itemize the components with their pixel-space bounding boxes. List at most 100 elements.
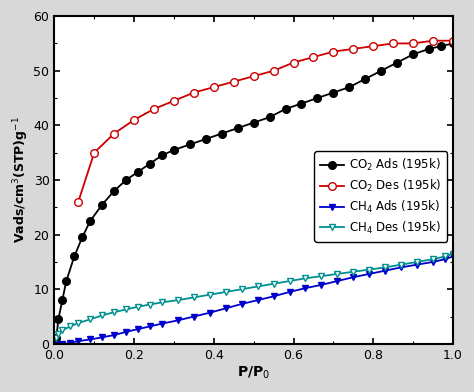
CO$_2$ Ads (195k) [267, 115, 273, 120]
CH$_4$ Des (195k) [287, 279, 292, 283]
CH$_4$ Ads (195k) [398, 265, 404, 270]
CO$_2$ Ads (195k) [378, 68, 384, 73]
CH$_4$ Des (195k) [223, 290, 228, 294]
CO$_2$ Des (195k) [231, 79, 237, 84]
CO$_2$ Ads (195k) [171, 147, 177, 152]
CH$_4$ Ads (195k) [54, 344, 59, 349]
CO$_2$ Des (195k) [310, 55, 316, 60]
CO$_2$ Ads (195k) [315, 96, 320, 100]
CH$_4$ Des (195k) [100, 313, 105, 318]
CH$_4$ Ads (195k) [100, 335, 105, 339]
CH$_4$ Ads (195k) [59, 342, 65, 347]
CO$_2$ Ads (195k) [235, 126, 240, 131]
CO$_2$ Ads (195k) [80, 235, 85, 240]
CO$_2$ Ads (195k) [64, 279, 69, 283]
CO$_2$ Des (195k) [75, 200, 81, 204]
CH$_4$ Des (195k) [55, 332, 61, 336]
CO$_2$ Ads (195k) [135, 169, 141, 174]
CH$_4$ Des (195k) [191, 295, 197, 300]
CO$_2$ Ads (195k) [59, 298, 65, 303]
CO$_2$ Ads (195k) [394, 60, 400, 65]
CO$_2$ Ads (195k) [54, 336, 59, 341]
CO$_2$ Des (195k) [171, 98, 177, 103]
CH$_4$ Ads (195k) [302, 286, 308, 290]
CO$_2$ Ads (195k) [147, 161, 153, 166]
CO$_2$ Ads (195k) [72, 254, 77, 259]
CH$_4$ Ads (195k) [147, 324, 153, 329]
CH$_4$ Des (195k) [175, 298, 181, 303]
CO$_2$ Des (195k) [291, 60, 296, 65]
CH$_4$ Ads (195k) [335, 279, 340, 283]
CO$_2$ Ads (195k) [330, 90, 336, 95]
CH$_4$ Ads (195k) [75, 339, 81, 343]
CH$_4$ Ads (195k) [450, 254, 456, 259]
CH$_4$ Des (195k) [54, 336, 59, 341]
CH$_4$ Ads (195k) [430, 260, 436, 264]
CH$_4$ Des (195k) [430, 257, 436, 261]
CO$_2$ Ads (195k) [55, 317, 61, 321]
CH$_4$ Ads (195k) [414, 262, 420, 267]
Line: CH$_4$ Des (195k): CH$_4$ Des (195k) [53, 250, 456, 342]
CH$_4$ Ads (195k) [111, 333, 117, 338]
CH$_4$ Des (195k) [207, 292, 213, 297]
CH$_4$ Des (195k) [319, 274, 324, 278]
CO$_2$ Ads (195k) [363, 76, 368, 81]
CH$_4$ Des (195k) [383, 265, 388, 270]
CO$_2$ Ads (195k) [123, 178, 129, 182]
Y-axis label: Vads/cm$^3$(STP)g$^{-1}$: Vads/cm$^3$(STP)g$^{-1}$ [11, 116, 31, 243]
CH$_4$ Ads (195k) [287, 290, 292, 294]
CH$_4$ Ads (195k) [135, 327, 141, 332]
CH$_4$ Des (195k) [123, 307, 129, 312]
CH$_4$ Des (195k) [271, 281, 276, 286]
CH$_4$ Ads (195k) [87, 337, 93, 342]
CO$_2$ Ads (195k) [187, 142, 193, 147]
CH$_4$ Des (195k) [450, 251, 456, 256]
CO$_2$ Des (195k) [330, 49, 336, 54]
CO$_2$ Ads (195k) [159, 153, 165, 158]
CH$_4$ Ads (195k) [223, 306, 228, 311]
CH$_4$ Ads (195k) [55, 343, 61, 348]
CH$_4$ Ads (195k) [67, 340, 73, 345]
CO$_2$ Des (195k) [450, 38, 456, 43]
Line: CH$_4$ Ads (195k): CH$_4$ Ads (195k) [53, 253, 456, 350]
CO$_2$ Ads (195k) [410, 52, 416, 57]
Legend: CO$_2$ Ads (195k), CO$_2$ Des (195k), CH$_4$ Ads (195k), CH$_4$ Des (195k): CO$_2$ Ads (195k), CO$_2$ Des (195k), CH… [314, 151, 447, 241]
X-axis label: P/P$_0$: P/P$_0$ [237, 365, 270, 381]
Line: CO$_2$ Des (195k): CO$_2$ Des (195k) [74, 37, 457, 206]
CH$_4$ Des (195k) [75, 321, 81, 325]
CH$_4$ Ads (195k) [350, 275, 356, 279]
CH$_4$ Des (195k) [302, 276, 308, 281]
CO$_2$ Ads (195k) [100, 202, 105, 207]
CO$_2$ Des (195k) [131, 118, 137, 122]
CH$_4$ Ads (195k) [255, 298, 261, 303]
CH$_4$ Des (195k) [87, 317, 93, 321]
CO$_2$ Ads (195k) [450, 41, 456, 46]
CO$_2$ Des (195k) [370, 44, 376, 49]
CH$_4$ Ads (195k) [383, 268, 388, 273]
CH$_4$ Des (195k) [255, 284, 261, 289]
CH$_4$ Des (195k) [398, 262, 404, 267]
CH$_4$ Des (195k) [350, 269, 356, 274]
CO$_2$ Ads (195k) [203, 137, 209, 142]
CH$_4$ Ads (195k) [123, 330, 129, 334]
CO$_2$ Ads (195k) [299, 101, 304, 106]
CO$_2$ Ads (195k) [219, 131, 225, 136]
CO$_2$ Des (195k) [91, 150, 97, 155]
CH$_4$ Des (195k) [67, 324, 73, 329]
CH$_4$ Des (195k) [442, 254, 448, 259]
CH$_4$ Ads (195k) [175, 318, 181, 323]
CO$_2$ Des (195k) [350, 47, 356, 51]
CO$_2$ Ads (195k) [346, 85, 352, 89]
CO$_2$ Des (195k) [151, 107, 157, 111]
Line: CO$_2$ Ads (195k): CO$_2$ Ads (195k) [53, 40, 457, 342]
CO$_2$ Ads (195k) [251, 120, 256, 125]
CO$_2$ Des (195k) [191, 90, 197, 95]
CO$_2$ Ads (195k) [438, 44, 444, 49]
CO$_2$ Des (195k) [251, 74, 256, 78]
CO$_2$ Des (195k) [390, 41, 396, 46]
CH$_4$ Ads (195k) [319, 283, 324, 287]
CO$_2$ Ads (195k) [283, 107, 288, 111]
CH$_4$ Des (195k) [147, 302, 153, 307]
CO$_2$ Ads (195k) [426, 47, 432, 51]
CH$_4$ Des (195k) [335, 272, 340, 276]
